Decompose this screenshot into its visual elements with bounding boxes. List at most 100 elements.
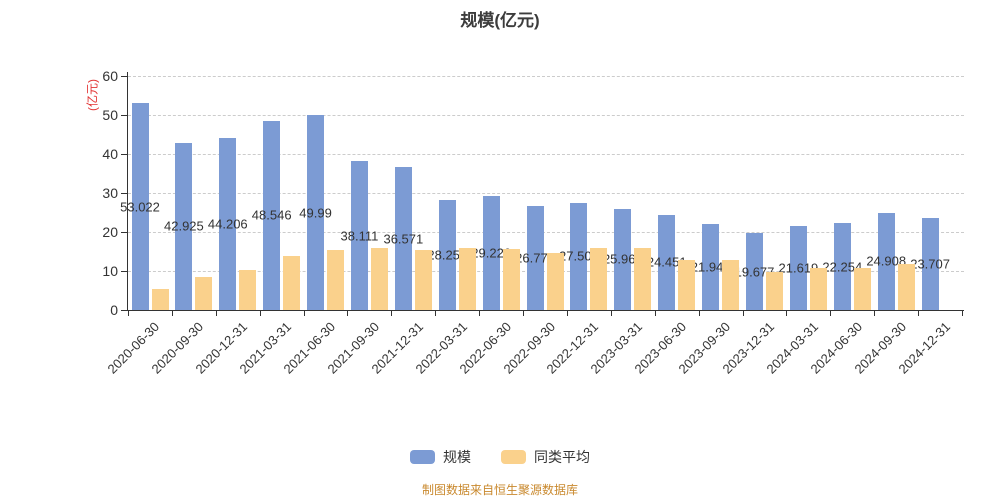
x-axis-tick [654, 311, 656, 316]
value-label-2022-03-31: 28.253 [427, 247, 468, 263]
value-label-2023-03-31: 25.968 [602, 251, 643, 267]
plot-area: 0 10 20 30 40 50 60 53.022 2020-06-30 42.925 2020-… [102, 0, 964, 377]
y-axis-tick-label: 0 [110, 302, 118, 318]
y-axis-tick-label: 30 [102, 185, 118, 201]
bar-average-2024-06-30[interactable] [853, 267, 871, 310]
legend-label-scale: 规模 [443, 449, 471, 465]
bar-scale-2024-03-31[interactable] [789, 225, 807, 310]
bar-average-2023-06-30[interactable] [678, 259, 696, 310]
bar-scale-2022-03-31[interactable] [438, 199, 456, 310]
bar-scale-2021-09-30[interactable] [350, 161, 368, 310]
y-axis-tick-label: 10 [102, 263, 118, 279]
x-axis-tick [215, 311, 217, 316]
bar-scale-2020-09-30[interactable] [175, 142, 193, 310]
x-axis-tick [786, 311, 788, 316]
bar-scale-2023-06-30[interactable] [658, 214, 676, 310]
y-axis-tick [121, 271, 127, 272]
gridline-20 [128, 232, 964, 233]
x-axis-tick [830, 311, 832, 316]
bar-scale-2021-12-31[interactable] [394, 167, 412, 310]
x-axis-tick [962, 311, 963, 316]
value-label-2022-12-31: 27.506 [559, 248, 599, 264]
bar-scale-2024-06-30[interactable] [833, 223, 851, 310]
y-axis-tick [121, 193, 127, 194]
bar-scale-2023-03-31[interactable] [614, 208, 632, 310]
bar-average-2023-03-31[interactable] [634, 247, 652, 310]
bar-scale-2022-09-30[interactable] [526, 205, 544, 310]
bar-scale-2021-06-30[interactable] [307, 115, 325, 310]
x-axis-tick [259, 311, 261, 316]
legend: 规模 同类平均 [0, 447, 1000, 467]
x-axis-tick [347, 311, 349, 316]
x-axis-tick [918, 311, 920, 316]
bar-average-2020-12-31[interactable] [239, 270, 257, 310]
bar-average-2021-06-30[interactable] [327, 249, 345, 310]
legend-swatch-scale-icon [410, 450, 435, 464]
value-label-2020-06-30: 53.022 [120, 199, 160, 215]
bar-scale-2023-09-30[interactable] [702, 224, 720, 310]
value-label-2021-12-31: 36.571 [383, 231, 424, 247]
value-label-2021-03-31: 48.546 [251, 207, 292, 223]
y-axis-tick-label: 40 [102, 146, 118, 162]
x-axis-tick [391, 311, 393, 316]
y-axis-tick-label: 20 [102, 224, 118, 240]
legend-item-category-average[interactable]: 同类平均 [501, 447, 590, 467]
y-axis-tick-label: 50 [102, 107, 118, 123]
legend-item-scale[interactable]: 规模 [410, 447, 471, 467]
bar-scale-2022-06-30[interactable] [482, 196, 500, 310]
bar-average-2022-09-30[interactable] [546, 253, 564, 310]
x-axis-tick [435, 311, 437, 316]
value-label-2024-06-30: 22.254 [822, 259, 863, 275]
value-label-2023-09-30: 21.948 [690, 259, 731, 275]
bar-average-2021-09-30[interactable] [370, 247, 388, 310]
value-label-2020-09-30: 42.925 [164, 218, 204, 234]
y-axis-tick [121, 115, 127, 116]
legend-label-category-average: 同类平均 [534, 449, 590, 465]
bar-average-2022-03-31[interactable] [458, 248, 476, 310]
x-axis-tick [479, 311, 481, 316]
x-axis-tick [303, 311, 305, 316]
bar-average-2022-12-31[interactable] [590, 247, 608, 310]
bar-scale-2024-12-31[interactable] [921, 217, 939, 310]
x-axis-tick [171, 311, 173, 316]
y-axis-tick [121, 310, 127, 311]
bar-average-2020-09-30[interactable] [195, 277, 213, 310]
bar-scale-2020-06-30[interactable] [131, 103, 149, 310]
bar-average-2024-03-31[interactable] [809, 267, 827, 310]
y-axis-line [127, 72, 128, 311]
gridline-60 [128, 76, 964, 77]
footer-note: 制图数据来自恒生聚源数据库 [421, 483, 578, 497]
bar-average-2020-06-30[interactable] [151, 289, 169, 310]
value-label-2023-12-31: 19.677 [734, 264, 775, 280]
bar-average-2022-06-30[interactable] [502, 249, 520, 310]
x-axis-tick [523, 311, 525, 316]
bar-scale-2023-12-31[interactable] [746, 233, 764, 310]
chart-title: 规模(亿元) [460, 11, 540, 30]
x-axis-tick [128, 311, 129, 316]
bar-scale-2021-03-31[interactable] [263, 120, 281, 310]
gridline-50 [128, 115, 964, 116]
bar-average-2023-09-30[interactable] [722, 259, 740, 310]
y-axis-tick [121, 154, 127, 155]
bar-average-2024-09-30[interactable] [897, 264, 915, 310]
x-axis-tick [742, 311, 744, 316]
legend-swatch-category-average-icon [501, 450, 526, 464]
bar-average-2021-12-31[interactable] [414, 249, 432, 310]
gridline-30 [128, 193, 964, 194]
y-axis-tick-label: 60 [102, 68, 118, 84]
x-axis-tick [874, 311, 876, 316]
value-label-2024-12-31: 23.707 [910, 256, 950, 272]
value-label-2022-06-30: 29.226 [471, 245, 512, 261]
bar-average-2021-03-31[interactable] [283, 255, 301, 310]
x-axis-tick [566, 311, 568, 316]
value-label-2021-09-30: 38.111 [340, 228, 379, 244]
y-axis-tick [121, 232, 127, 233]
bar-scale-2024-09-30[interactable] [877, 212, 895, 310]
gridline-10 [128, 271, 964, 272]
value-label-2024-03-31: 21.619 [778, 260, 819, 276]
bar-average-2023-12-31[interactable] [766, 272, 784, 310]
x-axis-tick [698, 311, 700, 316]
bar-scale-2020-12-31[interactable] [219, 137, 237, 310]
bar-scale-2022-12-31[interactable] [570, 202, 588, 310]
